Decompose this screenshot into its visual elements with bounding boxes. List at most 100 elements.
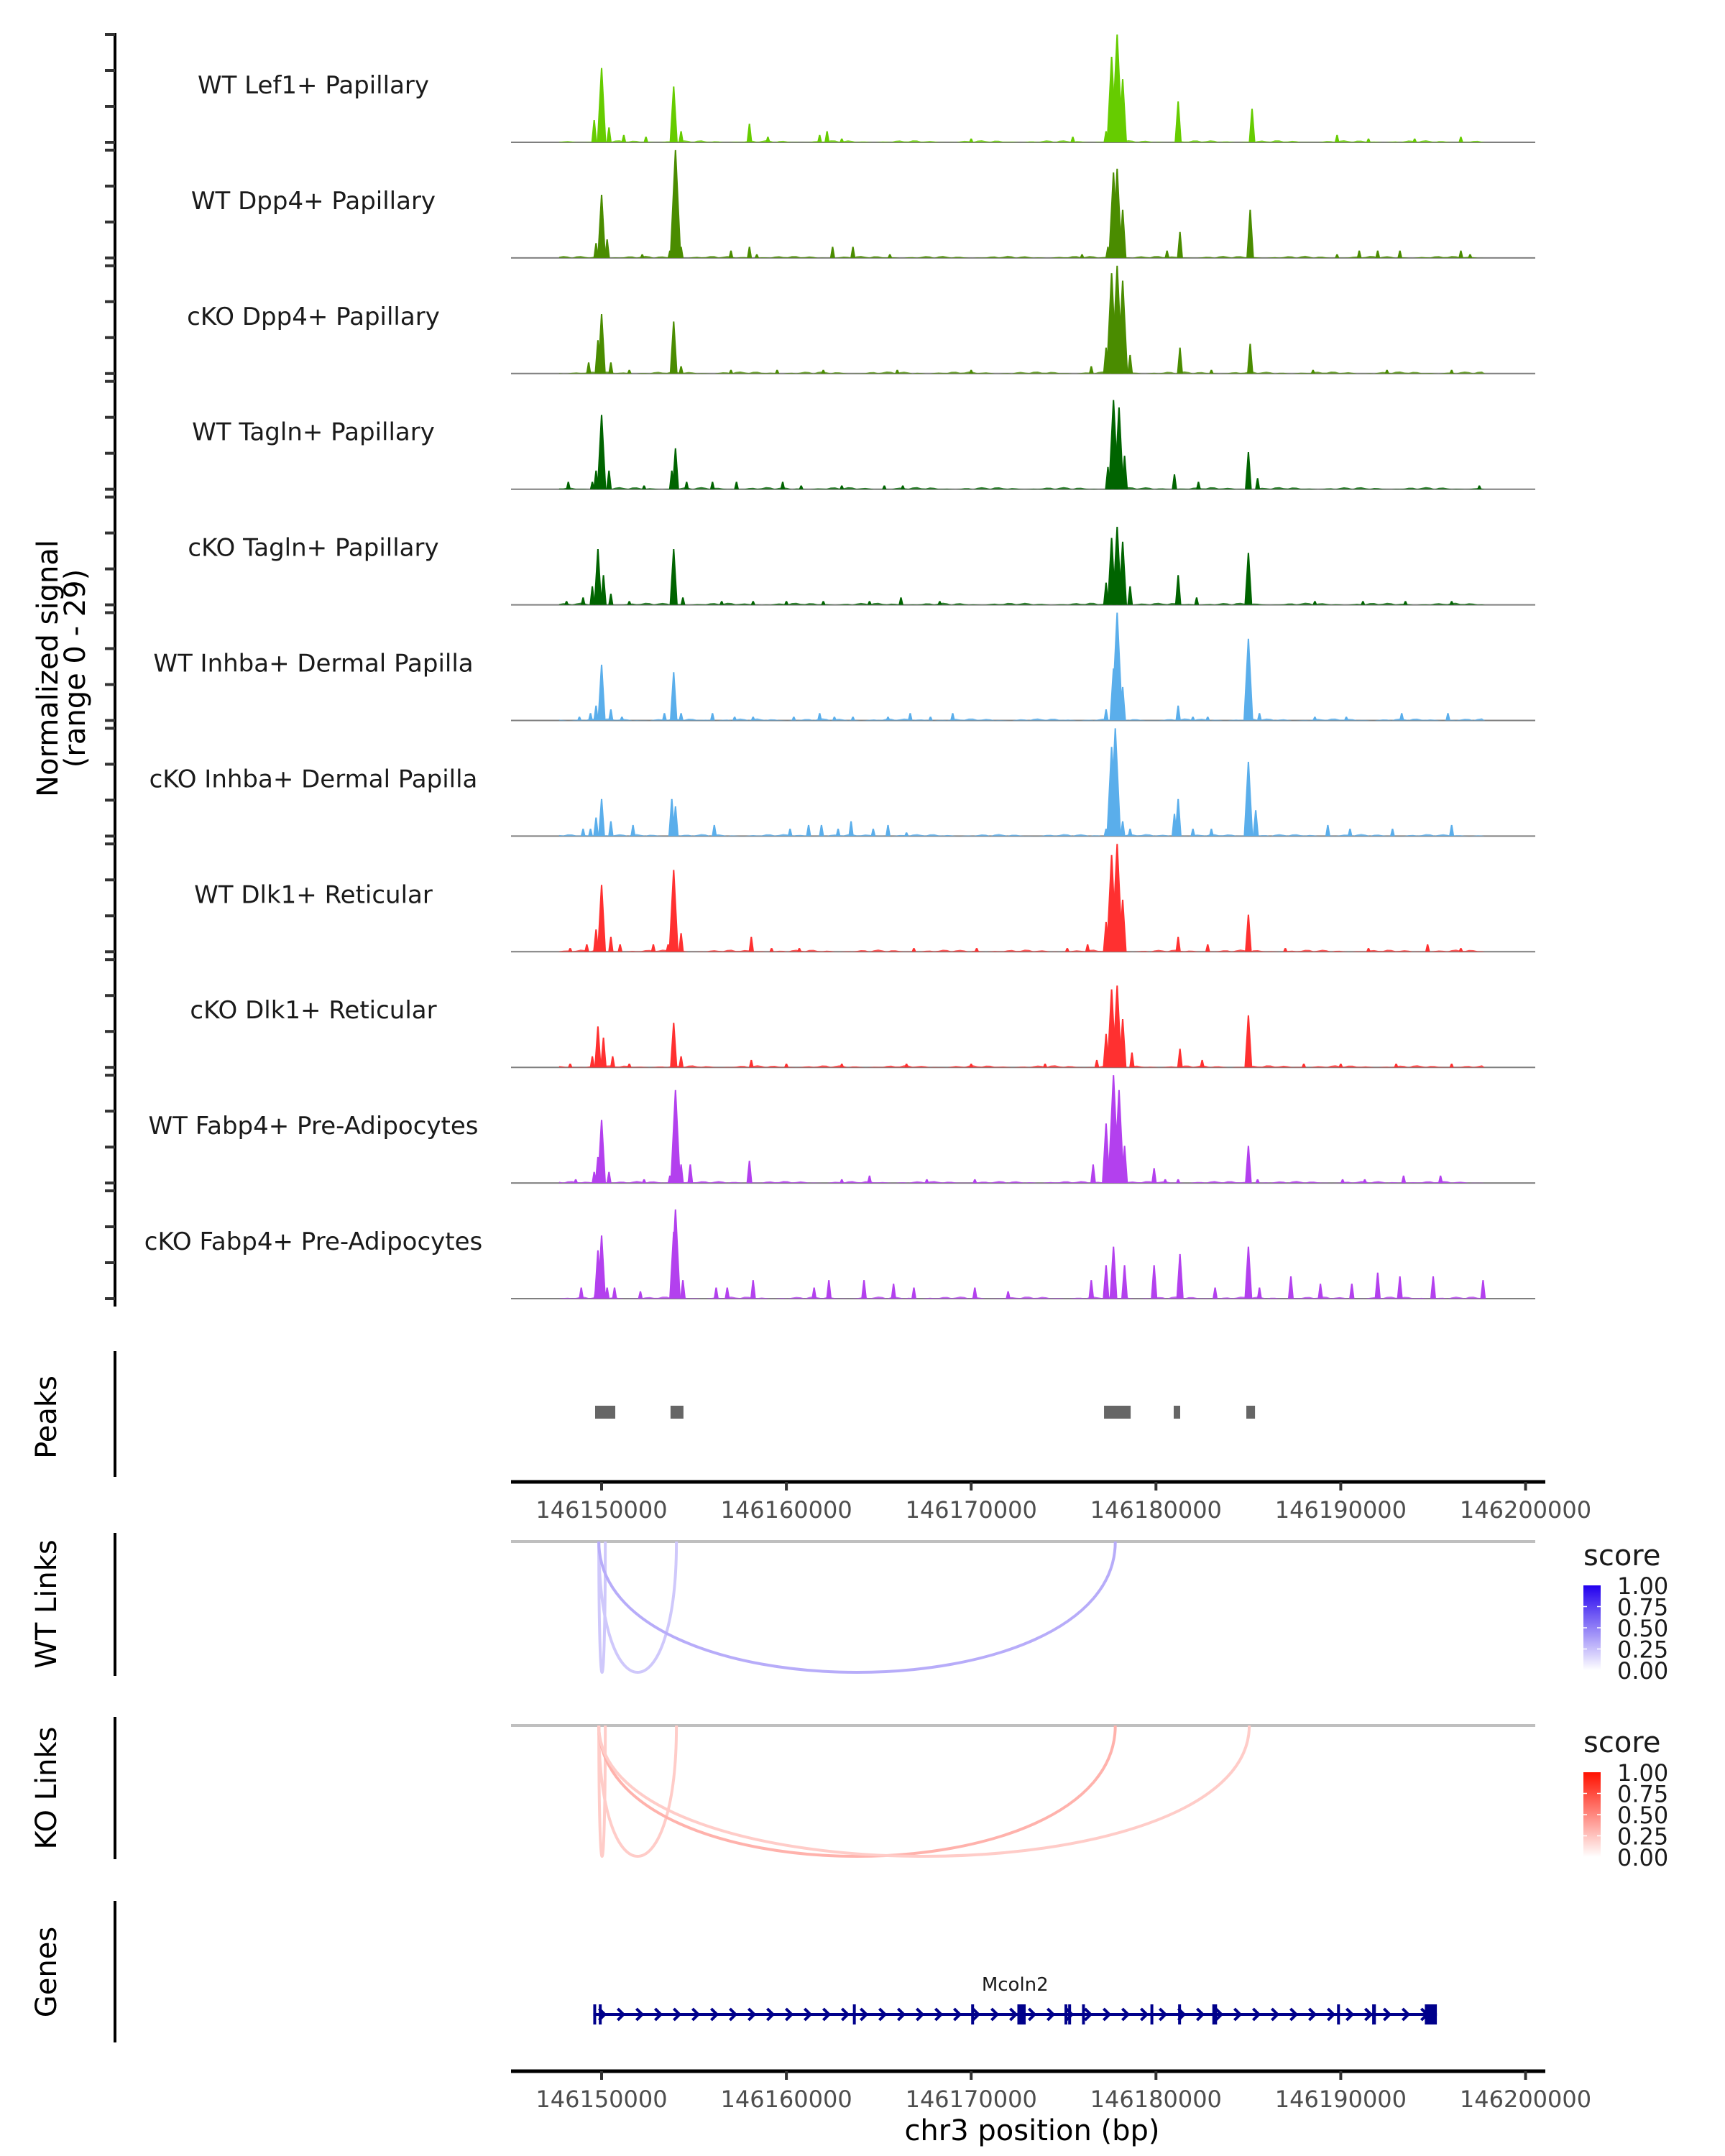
signal-peak — [821, 601, 826, 605]
signal-peak — [1042, 1064, 1048, 1068]
strand-arrow-icon — [1402, 2007, 1411, 2022]
strand-arrow-icon — [673, 2007, 682, 2022]
signal-peak — [1256, 1287, 1262, 1299]
signal-background — [558, 487, 1485, 489]
signal-peak — [850, 717, 855, 721]
x-tick-label: 146160000 — [720, 2086, 852, 2113]
strand-arrow-icon — [841, 2007, 850, 2022]
signal-background — [558, 834, 1485, 837]
signal-peak — [577, 717, 582, 721]
signal-background — [558, 1181, 1485, 1184]
link-arc — [597, 1541, 607, 1674]
signal-peak — [1244, 1246, 1253, 1299]
link-arc — [597, 1725, 1117, 1858]
strand-arrow-icon — [972, 2007, 981, 2022]
signal-peak — [1401, 1175, 1407, 1184]
signal-peak — [670, 1209, 681, 1299]
coverage-track: cKO Dpp4+ Papillary — [187, 265, 1535, 374]
signal-peak — [1356, 250, 1362, 258]
signal-peak — [882, 485, 887, 489]
gene-exon — [1017, 2004, 1026, 2024]
signal-peak — [861, 1280, 867, 1299]
strand-arrow-icon — [897, 2007, 906, 2022]
link-arc — [597, 1725, 607, 1858]
signal-peak — [1390, 829, 1395, 837]
signal-peak — [600, 575, 607, 605]
signal-peak — [597, 314, 606, 374]
gene-exon — [593, 2004, 597, 2024]
signal-peak — [908, 713, 913, 721]
signal-peak — [724, 1287, 730, 1299]
signal-peak — [617, 944, 623, 952]
signal-peak — [835, 829, 841, 837]
signal-peak — [840, 1179, 845, 1184]
peak-region — [1246, 1406, 1256, 1419]
peaks-track-label: Peaks — [30, 1376, 63, 1459]
signal-peak — [597, 195, 606, 258]
signal-peak — [1244, 553, 1253, 605]
signal-peak — [669, 321, 678, 374]
peak-region — [670, 1406, 684, 1419]
signal-peak — [1445, 713, 1450, 721]
signal-peak — [791, 717, 796, 721]
track-label: cKO Dpp4+ Papillary — [187, 303, 440, 331]
y-axis-subtitle: (range 0 - 29) — [59, 569, 92, 768]
signal-peak — [670, 672, 678, 721]
signal-peak — [604, 1287, 610, 1299]
x-tick-label: 146150000 — [535, 2086, 667, 2113]
signal-peak — [1438, 1175, 1443, 1184]
signal-peak — [974, 948, 980, 952]
signal-peak — [754, 254, 760, 258]
signal-peak — [678, 933, 684, 952]
signal-peak — [1255, 1179, 1260, 1184]
strand-arrow-icon — [1121, 2007, 1131, 2022]
signal-peak — [627, 369, 632, 374]
strand-arrow-icon — [1196, 2007, 1205, 2022]
link-arc — [597, 1725, 678, 1858]
strand-arrow-icon — [1009, 2007, 1018, 2022]
gene-exon — [852, 2004, 856, 2024]
signal-peak — [678, 131, 684, 142]
signal-peak — [783, 601, 789, 605]
signal-peak — [597, 1235, 606, 1299]
link-arc — [597, 1725, 1251, 1858]
signal-peak — [606, 470, 612, 489]
signal-peak — [1090, 1164, 1096, 1184]
signal-peak — [1209, 369, 1214, 374]
signal-peak — [1205, 944, 1210, 952]
signal-peak — [1121, 1265, 1128, 1299]
signal-peak — [1449, 1064, 1454, 1068]
track-label: WT Lef1+ Papillary — [198, 71, 429, 100]
signal-peak — [748, 1059, 754, 1068]
signal-peak — [1089, 366, 1094, 374]
signal-peak — [840, 485, 845, 489]
coverage-y-ticks — [105, 33, 115, 1300]
legend-tick-label: 0.75 — [1617, 1594, 1668, 1621]
signal-peak — [1117, 280, 1128, 374]
x-tick-label: 146170000 — [906, 1496, 1037, 1524]
signal-peak — [608, 936, 614, 952]
signal-peak — [610, 1056, 615, 1068]
signal-background — [558, 255, 1485, 258]
coverage-track: cKO Inhba+ Dermal Papilla — [150, 728, 1535, 837]
signal-peak — [1177, 347, 1183, 374]
signal-peak — [566, 482, 571, 489]
peak-region — [1173, 1406, 1180, 1419]
signal-peak — [734, 482, 739, 489]
y-axis-title: Normalized signal — [32, 540, 65, 797]
signal-peak — [669, 86, 678, 142]
signal-peak — [1172, 474, 1177, 489]
signal-peak — [709, 482, 715, 489]
strand-arrow-icon — [1084, 2007, 1093, 2022]
signal-peak — [1176, 1253, 1184, 1299]
strand-arrow-icon — [804, 2007, 813, 2022]
signal-peak — [1243, 762, 1254, 837]
strand-arrow-icon — [691, 2007, 701, 2022]
signal-peak — [591, 120, 597, 142]
signal-peak — [1175, 936, 1181, 952]
signal-peak — [597, 68, 607, 142]
signal-peak — [600, 1037, 607, 1068]
signal-peak — [799, 485, 804, 489]
legend-tick-label: 0.75 — [1617, 1781, 1668, 1808]
